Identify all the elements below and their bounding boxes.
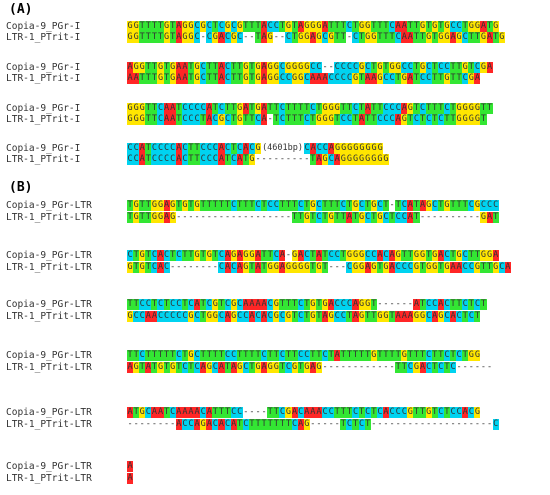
- sequence-row: GCCAACCCCCGCTGGCAGCCACACGCGTCTGTAGCCTAGT…: [127, 311, 481, 322]
- sequence-row: AGGTTGTGAATGCTTACTTGTGAGGCGGGGCC--CCCCGC…: [127, 62, 493, 73]
- sequence-row: TTCCTCTCCTCATCGTCGCAAAACGTTTCTGTGACCCAGG…: [127, 299, 487, 310]
- sequence-row: GTGTCAC--------CACAGTATGGAGGGGTGT---CGGA…: [127, 262, 511, 273]
- sequence-row: CCATCCCCACTTCCCATCATG---------TAGCAGGGGG…: [127, 154, 390, 165]
- sequence-name: LTR-1_PTrit-I: [6, 114, 81, 125]
- sequence-name: Copia-9_PGr-LTR: [6, 200, 92, 211]
- sequence-name: LTR-1_PTrit-LTR: [6, 419, 92, 430]
- sequence-name: LTR-1_PTrit-I: [6, 73, 81, 84]
- sequence-row: TGTTGGAGTGTGTTTTTCTTTCTCCTTTCTGCTTTCTGCT…: [127, 200, 499, 211]
- sequence-row: ATGCAATCAAAACATTTCC----TTCGACAAACCTTTCTC…: [127, 407, 481, 418]
- sequence-name: LTR-1_PTrit-LTR: [6, 262, 92, 273]
- sequence-name: LTR-1_PTrit-I: [6, 154, 81, 165]
- panel-b-label: (B): [9, 180, 33, 195]
- sequence-row: GGGTTCAATCCCCATCTTGATGATTCTTTTCTGGGTTCTA…: [127, 103, 493, 114]
- sequence-row: TTCTTTTTCTGCTTTTCCTTTTCTTCTTCCTTCTATTTTT…: [127, 350, 481, 361]
- sequence-row: TGTTGGAG-------------------TTGTCTGTTATGC…: [127, 212, 499, 223]
- sequence-name: Copia-9_PGr-LTR: [6, 461, 92, 472]
- sequence-row: GGGTTCAATCCCTACGCTGTTCA-TCTTTCTGGGTCCTAT…: [127, 114, 487, 125]
- sequence-name: LTR-1_PTrit-LTR: [6, 473, 92, 484]
- sequence-row: A: [127, 473, 134, 484]
- sequence-row: A: [127, 461, 134, 472]
- sequence-name: LTR-1_PTrit-LTR: [6, 362, 92, 373]
- sequence-name: Copia-9_PGr-I: [6, 103, 81, 114]
- sequence-name: LTR-1_PTrit-I: [6, 32, 81, 43]
- sequence-name: Copia-9_PGr-I: [6, 21, 81, 32]
- sequence-name: LTR-1_PTrit-LTR: [6, 212, 92, 223]
- panel-a-label: (A): [9, 2, 33, 17]
- sequence-name: LTR-1_PTrit-LTR: [6, 311, 92, 322]
- sequence-row: --------ACCAGACACATCTTTTTTTCAG-----TCTCT…: [127, 419, 499, 430]
- sequence-row: CTGTCACTCTTGTGTCAGAGGATTCA-GACTATCCTGGGC…: [127, 250, 499, 261]
- sequence-name: Copia-9_PGr-I: [6, 62, 81, 73]
- sequence-row: CCATCCCCACTTCCCACTCACG(4601bp)CACCAGGGGG…: [127, 143, 384, 154]
- sequence-row: AATTTGTGAATGCTTACTTGTGAGGCCGGCAAACCCCGTA…: [127, 73, 481, 84]
- sequence-name: Copia-9_PGr-LTR: [6, 250, 92, 261]
- sequence-name: Copia-9_PGr-LTR: [6, 350, 92, 361]
- sequence-name: Copia-9_PGr-I: [6, 143, 81, 154]
- sequence-row: GGTTTTGTAGGC-CGACGC--TAG--CTGGAGCGTT-CTG…: [127, 32, 505, 43]
- sequence-row: GGTTTTGTAGGCGCTCGCGTTTACCTGTAGGGATTTCTGG…: [127, 21, 499, 32]
- sequence-row: AGTATGTGTCTCAGCATAGCTGAGGTCGTGAG--------…: [127, 362, 493, 373]
- sequence-name: Copia-9_PGr-LTR: [6, 407, 92, 418]
- sequence-name: Copia-9_PGr-LTR: [6, 299, 92, 310]
